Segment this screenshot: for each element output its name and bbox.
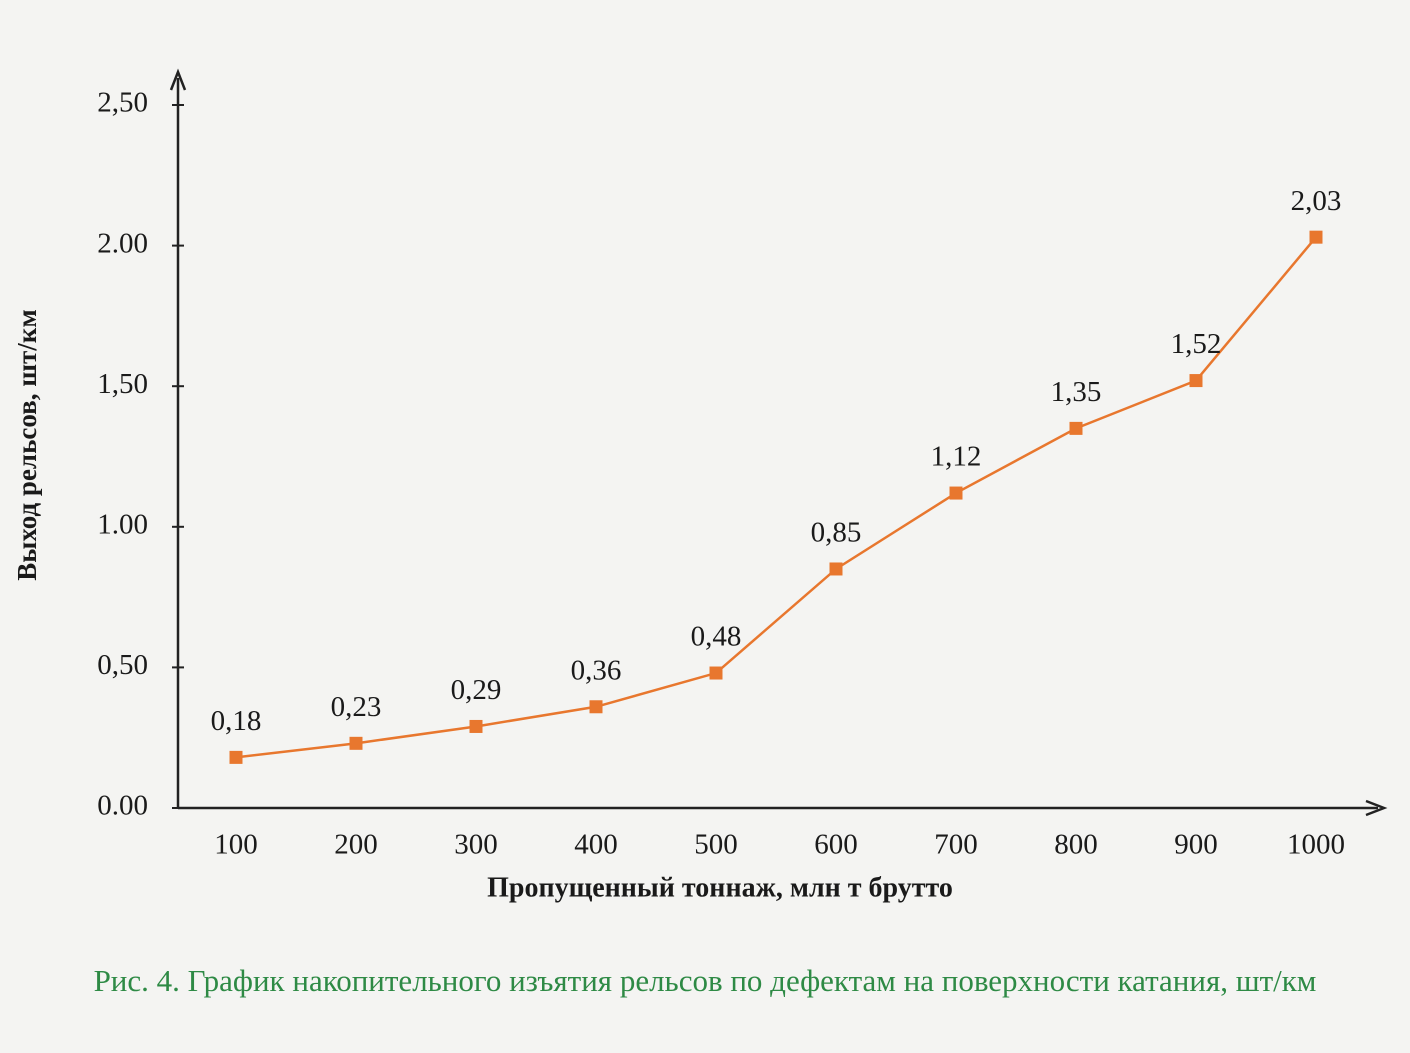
value-label: 1,35 [1051, 376, 1102, 408]
value-label: 0,23 [331, 691, 382, 723]
marker [1309, 230, 1323, 244]
marker [949, 486, 963, 500]
y-tick-label: 0.00 [97, 790, 148, 822]
value-label: 1,12 [931, 441, 982, 473]
value-label: 1,52 [1171, 328, 1222, 360]
line [235, 236, 1317, 759]
y-axis-arrow [169, 68, 187, 91]
x-tick-label: 100 [214, 829, 258, 861]
x-tick-label: 300 [454, 829, 498, 861]
marker [469, 719, 483, 733]
y-tick-label: 2,50 [97, 87, 148, 119]
caption: Рис. 4. График накопительного изъятия ре… [93, 963, 1317, 998]
value-label: 0,29 [451, 674, 502, 706]
y-tick-label: 1,50 [97, 368, 148, 400]
x-tick-label: 200 [334, 829, 378, 861]
value-label: 0,18 [211, 705, 262, 737]
x-tick-label: 700 [934, 829, 978, 861]
marker [349, 736, 363, 750]
marker [1189, 374, 1203, 388]
x-tick-label: 1000 [1287, 829, 1345, 861]
marker [1069, 421, 1083, 435]
value-label: 0,36 [571, 654, 622, 686]
x-tick-label: 800 [1054, 829, 1098, 861]
x-tick-label: 500 [694, 829, 738, 861]
value-label: 2,03 [1291, 185, 1342, 217]
marker [709, 666, 723, 680]
marker [829, 562, 843, 576]
y-tick-label: 1.00 [97, 508, 148, 540]
y-axis-title: Выход рельсов, шт/км [12, 309, 42, 581]
x-tick-label: 900 [1174, 829, 1218, 861]
y-tick-label: 2.00 [97, 227, 148, 259]
marker [589, 700, 603, 714]
x-tick-label: 600 [814, 829, 858, 861]
y-tick-label: 0,50 [97, 649, 148, 681]
x-axis-arrow [1365, 799, 1388, 817]
marker [229, 750, 243, 764]
x-tick-label: 400 [574, 829, 618, 861]
value-label: 0,85 [811, 517, 862, 549]
value-label: 0,48 [691, 621, 742, 653]
x-axis-title: Пропущенный тоннаж, млн т брутто [487, 872, 953, 903]
